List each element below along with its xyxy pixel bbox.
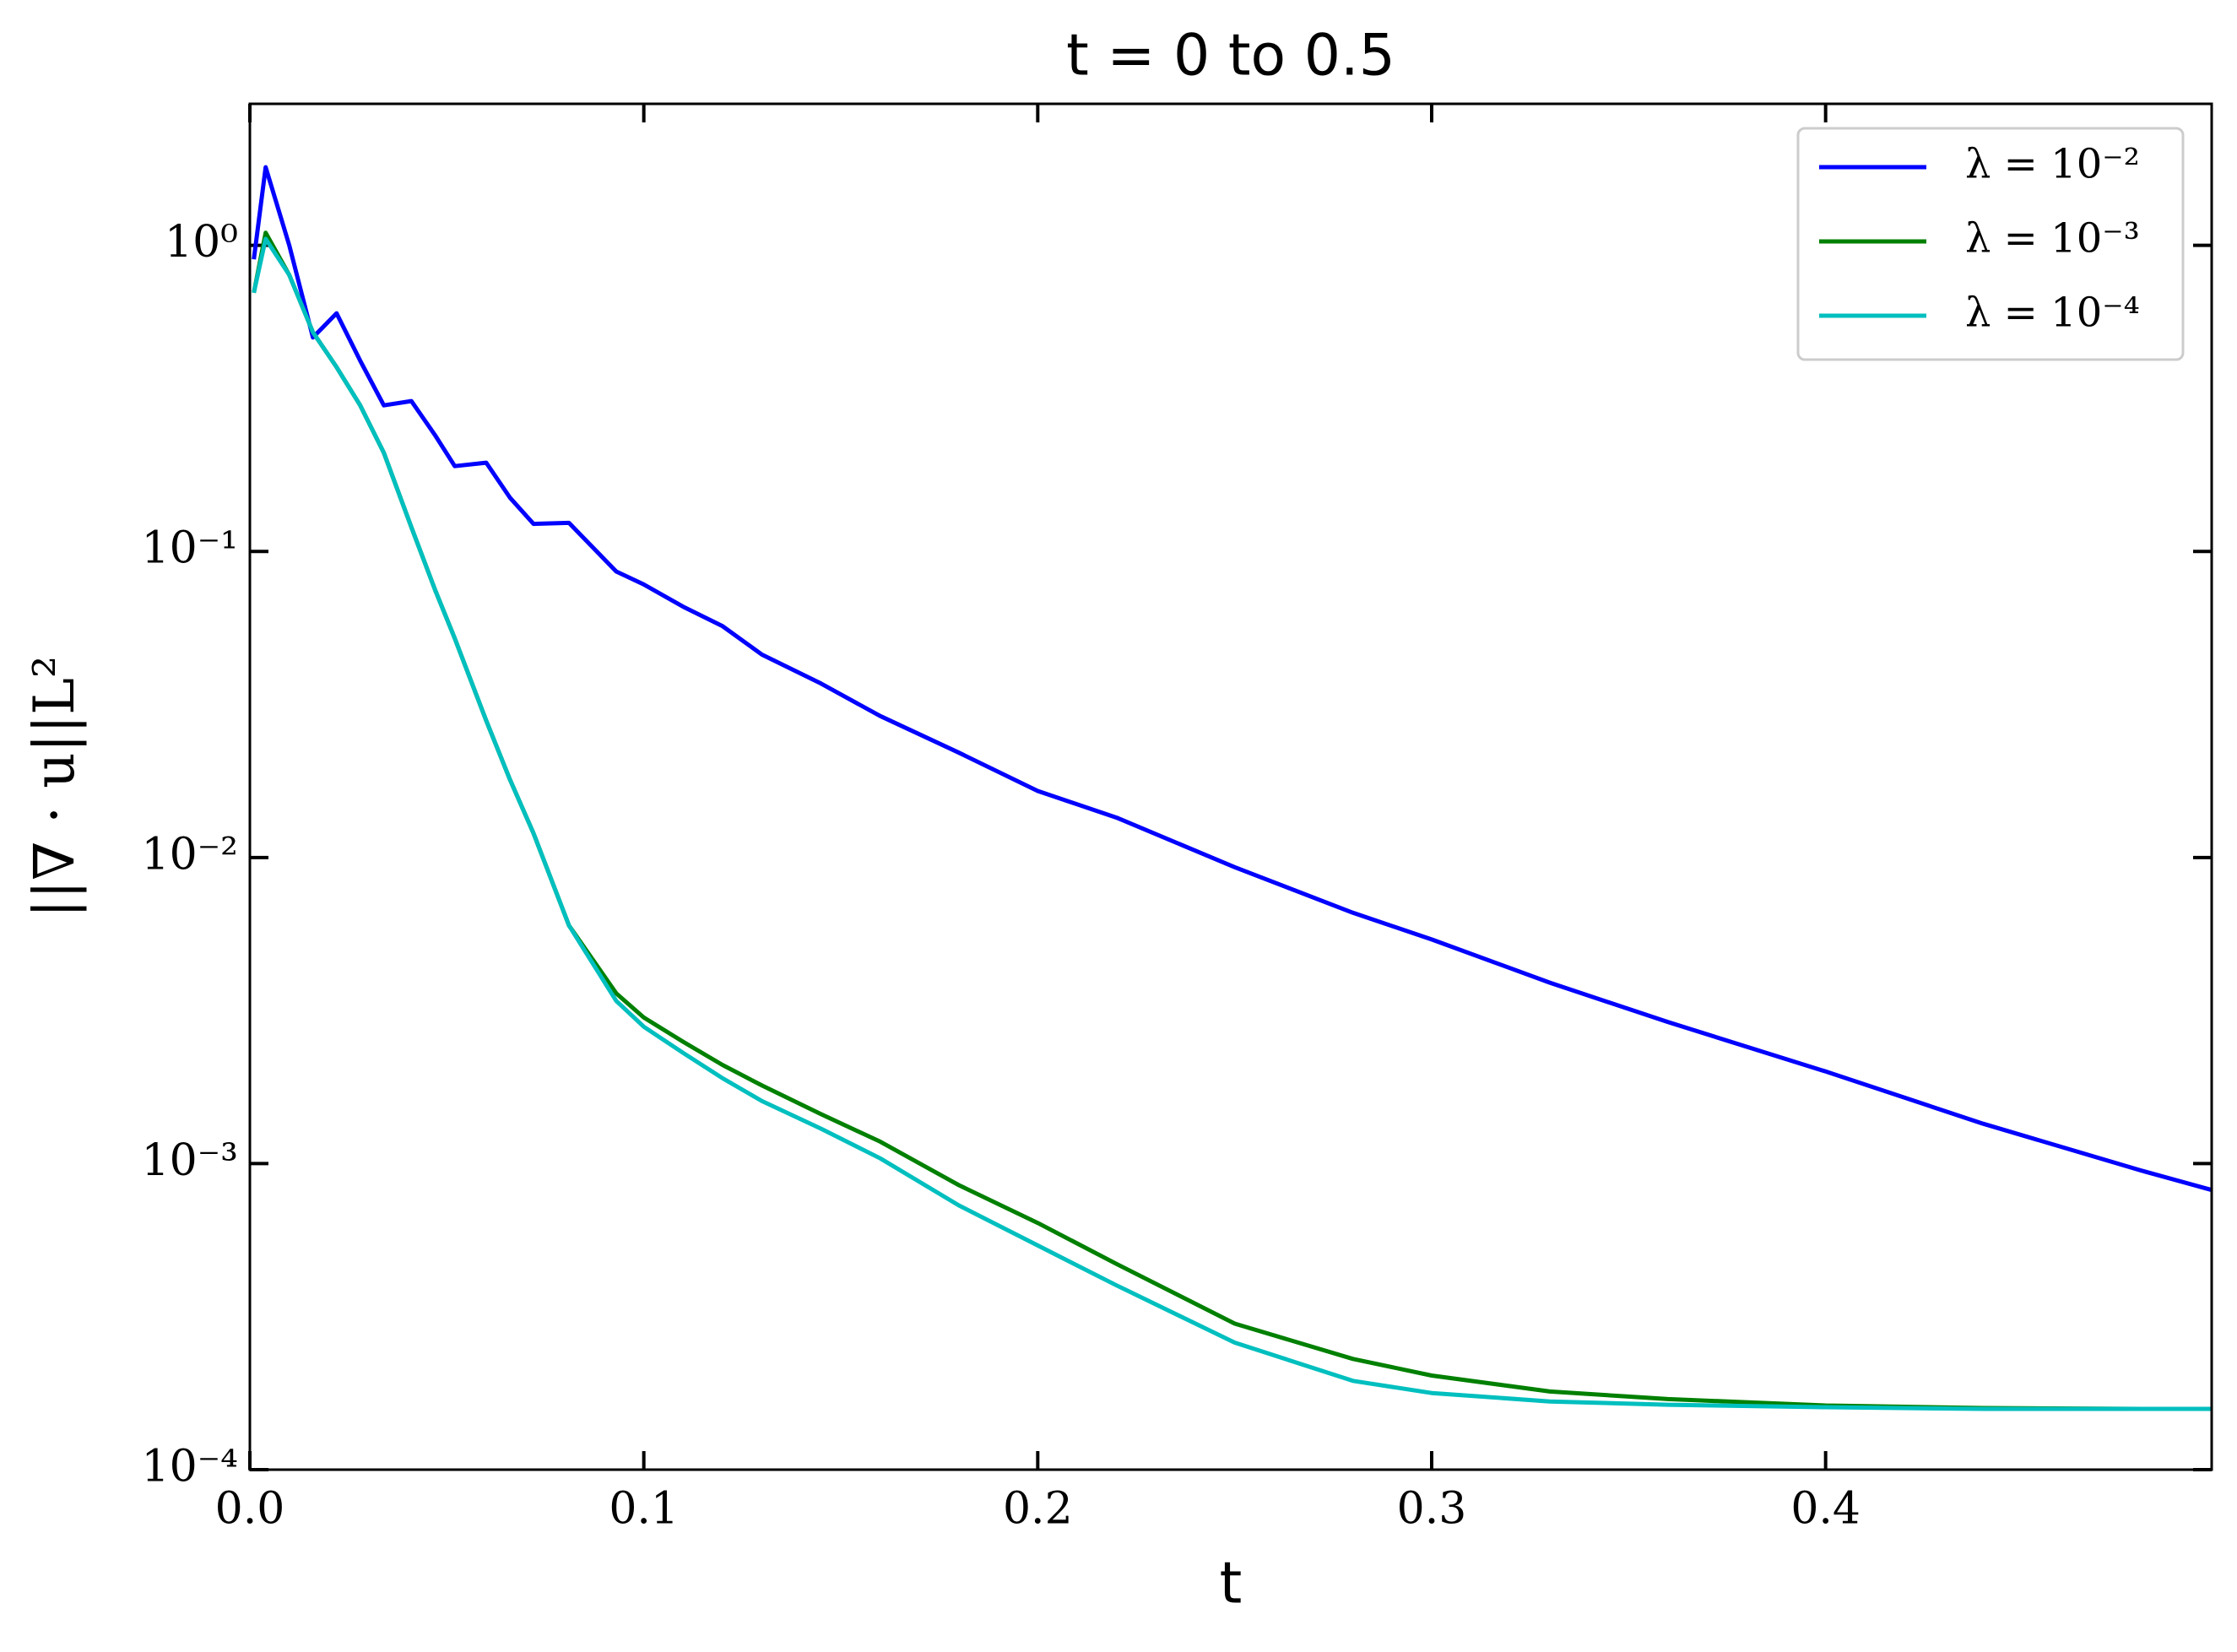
- line-series: [252, 236, 2212, 1411]
- y-tick-label: 10⁻¹: [142, 523, 238, 574]
- legend-label: λ = 10⁻³: [1965, 215, 2140, 263]
- legend-label: λ = 10⁻²: [1965, 141, 2140, 188]
- chart-title: t = 0 to 0.5: [1066, 23, 1395, 89]
- y-tick-label: 10⁻⁴: [142, 1442, 238, 1492]
- legend-label: λ = 10⁻⁴: [1965, 290, 2140, 337]
- y-tick-label: 10⁰: [165, 217, 238, 268]
- x-tick-label: 0.1: [609, 1484, 679, 1535]
- x-tick-label: 0.0: [215, 1484, 285, 1535]
- x-tick-label: 0.4: [1790, 1484, 1861, 1535]
- legend-box: [1796, 127, 2185, 361]
- x-tick-label: 0.2: [1003, 1484, 1073, 1535]
- line-series: [252, 230, 2212, 1411]
- y-axis-label: ||∇ · u||L²: [22, 656, 87, 918]
- line-series: [252, 165, 2213, 1193]
- plot-frame: [248, 102, 2213, 1471]
- x-axis-label: t: [1220, 1551, 1243, 1617]
- x-tick-label: 0.3: [1397, 1484, 1467, 1535]
- y-tick-label: 10⁻²: [142, 829, 238, 880]
- y-tick-label: 10⁻³: [142, 1135, 238, 1186]
